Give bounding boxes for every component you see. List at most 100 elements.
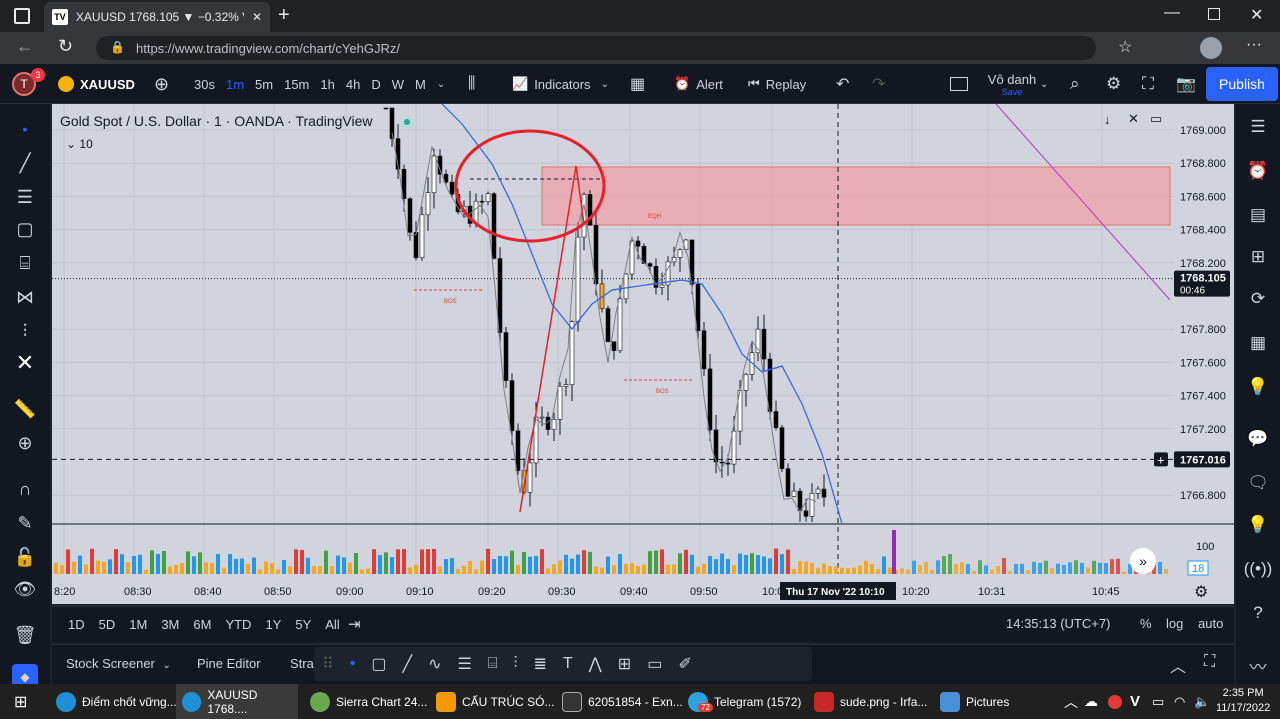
range-1m[interactable]: 1M [129,616,148,632]
rectangle-icon[interactable]: ▢ [16,218,34,239]
range-5y[interactable]: 5Y [295,616,312,632]
new-tab-button[interactable]: + [278,4,290,26]
close-window-button[interactable]: ✕ [1250,7,1264,24]
profile-icon[interactable] [1200,37,1222,59]
interval-1h[interactable]: 1h [320,76,335,92]
layout-box-icon[interactable] [950,64,968,104]
indicators-button[interactable]: 📈 Indicators ⌄ [512,64,609,104]
prediction-icon[interactable]: ⫶ [22,320,28,341]
data-window-icon[interactable]: ▤ [1249,205,1267,224]
taskbar-item-edge-1[interactable]: Điểm chốt vững... [56,684,177,719]
search-icon[interactable]: ⌕ [1070,74,1080,93]
log-toggle[interactable]: log [1166,616,1184,631]
clock-timezone[interactable]: 14:35:13 (UTC+7) [1006,616,1111,631]
range-all[interactable]: All [325,616,340,632]
zoom-in-icon[interactable]: ⊕ [17,432,33,453]
messages-icon[interactable]: 🗨 [1247,473,1269,492]
templates-icon[interactable]: ▦ [630,76,646,93]
maximize-button[interactable] [1208,8,1220,20]
parallel-channel-icon[interactable]: ≣ [533,656,547,673]
interval-5m[interactable]: 5m [255,76,274,92]
help-icon[interactable]: ? [1253,603,1263,622]
tray-v-icon[interactable]: V [1130,693,1141,710]
goto-date-icon[interactable]: ⇥ [348,616,361,633]
range-ytd[interactable]: YTD [225,616,252,632]
tray-wifi-icon[interactable]: ◠ [1174,693,1186,709]
remove-drawings-icon[interactable]: ✕ [15,350,35,375]
undo-icon[interactable]: ↶ [836,76,850,93]
interval-4h[interactable]: 4h [345,76,361,92]
taskbar-item-telegram[interactable]: Telegram (1572) [688,684,801,719]
rectangle-icon[interactable]: ▢ [371,656,387,673]
chart-canvas[interactable]: 1769.000 1768.800 1768.600 1768.400 1768.200… [52,103,1234,604]
idea-stream-icon[interactable]: 💡 [1247,515,1269,534]
annotation-icon[interactable]: ⌸ [487,655,498,672]
taskbar-item-exness[interactable]: 62051854 - Exn... [562,684,683,719]
replay-button[interactable]: ⏮ Replay [748,64,806,104]
taskbar-item-sierra[interactable]: Sierra Chart 24... [310,684,427,719]
settings-gear-icon[interactable]: ⚙ [1106,74,1122,93]
chart-collapse-icon[interactable]: ✕ [1128,111,1139,126]
camera-icon[interactable]: 📷 [1176,76,1196,93]
start-button-icon[interactable]: ⊞ [14,693,28,711]
layout-chevron-icon[interactable]: ⌄ [1040,78,1049,90]
interval-1m[interactable]: 1m [225,76,245,92]
ideas-bulb-icon[interactable]: 💡 [1247,377,1269,396]
callout-icon[interactable]: ▭ [647,656,663,673]
trash-icon[interactable]: 🗑 [13,624,37,645]
ruler-icon[interactable]: 📏 [13,398,37,419]
brush-icon[interactable]: ✐ [678,656,692,673]
publish-button[interactable]: Publish [1206,67,1278,101]
range-1d[interactable]: 1D [68,616,85,632]
watchlist-icon[interactable]: ☰ [1250,117,1266,136]
tray-cloud-icon[interactable]: ☁ [1084,693,1098,709]
range-6m[interactable]: 6M [193,616,212,632]
range-1y[interactable]: 1Y [265,616,282,632]
cursor-dot-icon[interactable]: • [22,121,28,137]
fib-icon[interactable]: ☰ [457,656,472,673]
alerts-clock-icon[interactable]: ⏰ [1247,161,1269,180]
interval-D[interactable]: D [371,76,381,92]
browser-tab[interactable]: TV XAUUSD 1768.105 ▼ −0.32% Vô ✕ [44,2,270,32]
range-5d[interactable]: 5D [98,616,116,632]
xabcd-pattern-icon[interactable]: ⋀ [588,656,602,673]
scroll-right-button[interactable]: » [1130,548,1156,574]
url-field[interactable]: 🔒 https://www.tradingview.com/chart/cYeh… [96,36,1096,60]
interval-W[interactable]: W [391,76,404,92]
axis-settings-gear-icon[interactable]: ⚙ [1194,584,1209,601]
taskbar-clock[interactable]: 2:35 PM 11/17/2022 [1216,686,1270,716]
layout-name-button[interactable]: Vô danh Save [982,72,1042,97]
lock-drawings-icon[interactable]: 🔓 [13,546,37,567]
back-icon[interactable]: ← [16,36,34,56]
tray-battery-icon[interactable]: ▭ [1152,693,1165,709]
symbol-search[interactable]: XAUUSD [58,64,135,104]
tab-pine-editor[interactable]: Pine Editor [197,656,261,671]
cursor-dot-icon[interactable]: • [349,655,356,672]
chat-icon[interactable]: 💬 [1247,429,1269,448]
annotation-icon[interactable]: ⌸ [19,252,31,273]
drag-handle-icon[interactable]: ⠿ [322,656,334,673]
pattern-icon[interactable]: ⋈ [16,286,34,307]
pitchfork-icon[interactable]: ⫶ [513,655,518,672]
chart-maximize-icon[interactable]: ▭ [1150,111,1163,126]
tray-app-icon[interactable] [1108,684,1122,719]
alert-button[interactable]: ⏰ Alert [674,64,723,104]
stay-drawing-icon[interactable]: ✎ [17,512,33,533]
window-menu-icon[interactable] [14,8,30,24]
favorites-icon[interactable]: ☆ [1118,39,1133,56]
interval-30s[interactable]: 30s [194,76,215,92]
date-price-range-icon[interactable]: ⊞ [617,656,632,673]
tab-strategy[interactable]: Stra [290,656,314,671]
fib-retracement-icon[interactable]: ☰ [16,186,34,207]
tray-volume-icon[interactable]: 🔈 [1194,693,1211,709]
taskbar-item-irfanview[interactable]: sude.png - Irfa... [814,684,927,719]
redo-icon[interactable]: ↷ [872,76,886,93]
trend-line-icon[interactable]: ╱ [402,656,413,673]
price-chart-svg[interactable]: 1769.000 1768.800 1768.600 1768.400 1768.200… [52,103,1234,604]
collapse-panel-icon[interactable]: ︿ [1170,659,1187,676]
taskbar-item-pictures[interactable]: Pictures [940,684,1009,719]
broadcast-icon[interactable]: ((•)) [1243,559,1273,578]
range-3m[interactable]: 3M [161,616,180,632]
tab-stock-screener[interactable]: Stock Screener ⌄ [66,656,171,671]
text-icon[interactable]: T [562,655,573,672]
